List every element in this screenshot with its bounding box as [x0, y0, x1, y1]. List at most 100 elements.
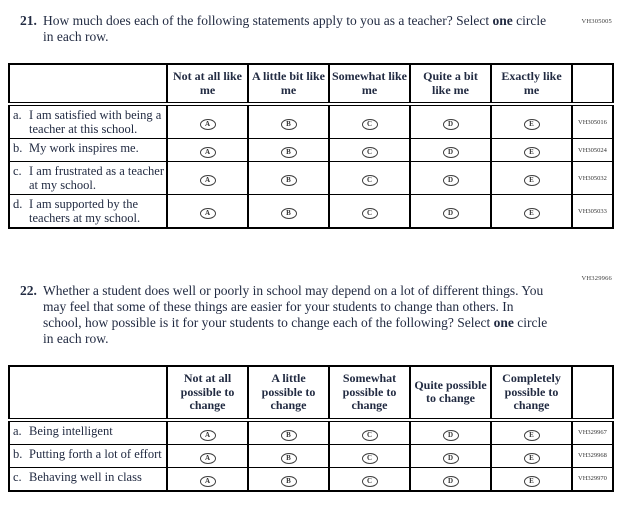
bubble-cell: C [328, 161, 411, 195]
column-header-a-little-bit: A little bit like me [247, 63, 330, 106]
answer-bubble-a[interactable]: A [199, 147, 216, 158]
answer-bubble-b[interactable]: B [280, 119, 297, 130]
bubble-cell: B [247, 138, 330, 162]
answer-bubble-b[interactable]: B [280, 147, 297, 158]
empty-header-cell [571, 365, 614, 422]
bubble-cell: C [328, 443, 411, 468]
question-21-text: How much does each of the following stat… [43, 13, 551, 45]
table-row-a: a. I am satisfied with being a teacher at… [8, 103, 614, 139]
answer-bubble-c[interactable]: C [361, 452, 378, 464]
bubble-cell: D [409, 419, 492, 445]
answer-bubble-c[interactable]: C [361, 175, 378, 186]
column-header-quite-a-bit: Quite a bit like me [409, 63, 492, 106]
bubble-cell: E [490, 138, 573, 162]
row-text: I am satisfied with being a teacher at t… [29, 108, 162, 136]
answer-bubble-b[interactable]: B [280, 208, 297, 219]
bubble-cell: E [490, 161, 573, 195]
answer-bubble-d[interactable]: D [442, 175, 459, 186]
bubble-cell: E [490, 194, 573, 229]
answer-bubble-c[interactable]: C [361, 147, 378, 158]
answer-bubble-c[interactable]: C [361, 208, 378, 219]
bubble-cell: D [409, 161, 492, 195]
answer-bubble-b[interactable]: B [280, 429, 297, 441]
bubble-cell: D [409, 138, 492, 162]
answer-bubble-a[interactable]: A [199, 429, 216, 441]
answer-bubble-b[interactable]: B [280, 452, 297, 464]
table-row-d: d. I am supported by the teachers at my s… [8, 194, 614, 229]
answer-bubble-c[interactable]: C [361, 475, 378, 487]
question-22: 22. Whether a student does well or poorl… [0, 283, 621, 347]
row-statement: b. Putting forth a lot of effort [8, 443, 168, 468]
answer-bubble-e[interactable]: E [523, 175, 540, 186]
answer-bubble-e[interactable]: E [523, 429, 540, 441]
answer-bubble-d[interactable]: D [442, 208, 459, 219]
row-letter: b. [13, 446, 23, 461]
column-header-somewhat-possible: Somewhat possible to change [328, 365, 411, 422]
answer-bubble-e[interactable]: E [523, 452, 540, 464]
row-code: VH305024 [571, 138, 614, 162]
row-statement: a. I am satisfied with being a teacher at… [8, 103, 168, 139]
bubble-cell: B [247, 161, 330, 195]
row-code: VH329968 [571, 443, 614, 468]
row-code: VH305032 [571, 161, 614, 195]
column-header-completely-possible: Completely possible to change [490, 365, 573, 422]
column-header-not-at-all-possible: Not at all possible to change [166, 365, 249, 422]
row-letter: a. [13, 108, 22, 122]
answer-bubble-e[interactable]: E [523, 119, 540, 130]
row-text: My work inspires me. [29, 141, 139, 155]
question-21: 21. How much does each of the following … [0, 13, 621, 45]
question-21-text-pre: How much does each of the following stat… [43, 13, 493, 28]
answer-bubble-d[interactable]: D [442, 452, 459, 464]
answer-bubble-a[interactable]: A [199, 119, 216, 130]
table-row-b: b. My work inspires me. A B C D E VH30502… [8, 138, 614, 162]
table-row-c: c. I am frustrated as a teacher at my sch… [8, 161, 614, 195]
answer-bubble-a[interactable]: A [199, 175, 216, 186]
bubble-cell: D [409, 103, 492, 139]
question-22-text: Whether a student does well or poorly in… [43, 283, 551, 347]
bubble-cell: A [166, 466, 249, 491]
answer-bubble-c[interactable]: C [361, 429, 378, 441]
answer-bubble-a[interactable]: A [199, 208, 216, 219]
column-header-quite-possible: Quite possible to change [409, 365, 492, 422]
bubble-cell: D [409, 194, 492, 229]
row-letter: d. [13, 197, 23, 211]
answer-bubble-b[interactable]: B [280, 475, 297, 487]
answer-bubble-c[interactable]: C [361, 119, 378, 130]
column-header-exactly-like: Exactly like me [490, 63, 573, 106]
empty-header-cell [8, 365, 168, 422]
bubble-cell: A [166, 443, 249, 468]
answer-bubble-d[interactable]: D [442, 475, 459, 487]
bubble-cell: E [490, 419, 573, 445]
question-22-text-bold: one [493, 315, 514, 330]
row-code: VH329967 [571, 419, 614, 445]
row-text: Behaving well in class [29, 469, 142, 484]
answer-bubble-b[interactable]: B [280, 175, 297, 186]
row-letter: a. [13, 423, 22, 438]
q22-table: Not at all possible to change A little p… [8, 365, 614, 492]
answer-bubble-d[interactable]: D [442, 147, 459, 158]
bubble-cell: A [166, 161, 249, 195]
answer-bubble-d[interactable]: D [442, 429, 459, 441]
row-letter: c. [13, 469, 22, 484]
answer-bubble-a[interactable]: A [199, 475, 216, 487]
empty-header-cell [8, 63, 168, 106]
bubble-cell: C [328, 138, 411, 162]
row-statement: c. Behaving well in class [8, 466, 168, 491]
answer-bubble-a[interactable]: A [199, 452, 216, 464]
answer-bubble-e[interactable]: E [523, 147, 540, 158]
bubble-cell: B [247, 419, 330, 445]
bubble-cell: B [247, 194, 330, 229]
row-statement: a. Being intelligent [8, 419, 168, 445]
bubble-cell: A [166, 419, 249, 445]
bubble-cell: B [247, 466, 330, 491]
bubble-cell: B [247, 103, 330, 139]
row-text: I am supported by the teachers at my sch… [29, 197, 141, 225]
answer-bubble-d[interactable]: D [442, 119, 459, 130]
bubble-cell: E [490, 103, 573, 139]
bubble-cell: E [490, 466, 573, 491]
answer-bubble-e[interactable]: E [523, 208, 540, 219]
row-statement: b. My work inspires me. [8, 138, 168, 162]
bubble-cell: C [328, 466, 411, 491]
answer-bubble-e[interactable]: E [523, 475, 540, 487]
question-21-text-bold: one [492, 13, 513, 28]
